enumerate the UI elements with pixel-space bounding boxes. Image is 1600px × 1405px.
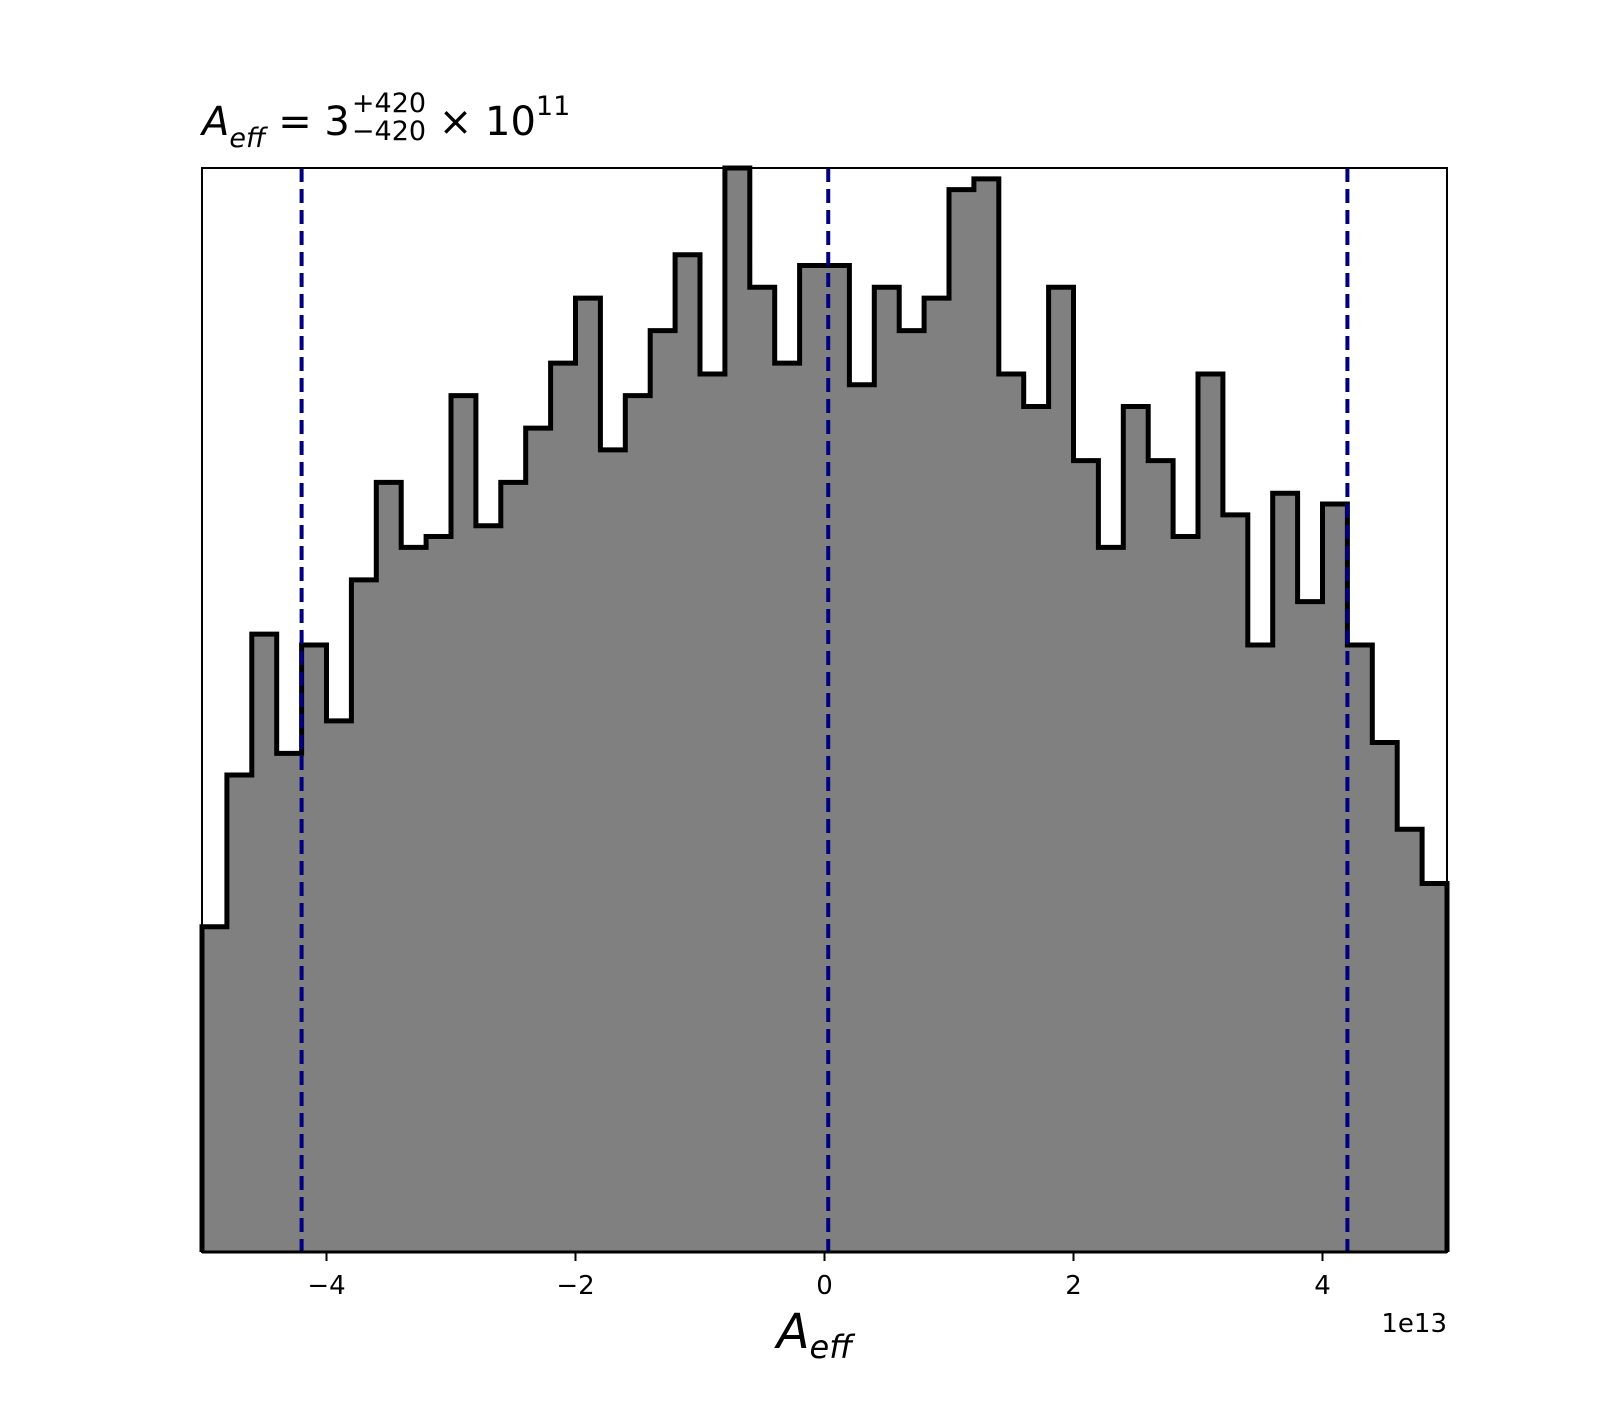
histogram-bar <box>724 168 751 1252</box>
title-symbol-subscript: eff <box>229 123 266 154</box>
title-lower-error: −420 <box>351 116 427 147</box>
histogram-bar <box>1073 460 1099 1252</box>
x-axis-label-sub: eff <box>810 1328 857 1366</box>
histogram-bar <box>1347 644 1373 1252</box>
histogram-bar <box>1272 493 1299 1252</box>
x-tick-label: 2 <box>1065 1271 1082 1301</box>
histogram-bar <box>1148 460 1174 1252</box>
histogram-bar <box>301 644 327 1252</box>
histogram-bar <box>1123 406 1149 1253</box>
histogram-bar <box>251 634 278 1252</box>
x-offset-label: 1e13 <box>1381 1309 1447 1339</box>
histogram-bar <box>998 373 1025 1253</box>
histogram-bar <box>1422 883 1448 1252</box>
histogram-bar <box>1297 601 1323 1252</box>
histogram-outline <box>199 165 1450 1252</box>
title-times: × 10 <box>438 99 536 145</box>
histogram-bar <box>774 363 801 1252</box>
title-upper-error: +420 <box>351 88 427 119</box>
title-power: 11 <box>535 91 571 122</box>
histogram-bar <box>376 482 402 1252</box>
histogram-bar <box>949 189 975 1253</box>
histogram-bar <box>226 775 253 1252</box>
histogram-bar <box>550 363 576 1252</box>
histogram-bar <box>500 482 527 1252</box>
histogram-bar <box>849 384 875 1252</box>
x-axis-label: Aeff <box>774 1304 857 1366</box>
histogram-bar <box>650 330 676 1253</box>
x-ticks: −4 −2 0 2 4 <box>307 1252 1331 1301</box>
histogram-bar <box>1222 514 1249 1252</box>
histogram-bar <box>749 287 776 1252</box>
chart-title: Aeff = 3 +420 −420 × 1011 <box>202 90 570 166</box>
x-tick-label: 0 <box>816 1271 833 1301</box>
title-symbol: A <box>202 99 230 145</box>
histogram-bar <box>1322 504 1348 1252</box>
histogram-bar <box>1247 644 1274 1252</box>
histogram-bar <box>1372 742 1398 1252</box>
histogram-bar <box>924 298 950 1253</box>
histogram-bar <box>874 287 900 1252</box>
histogram-bar <box>973 178 1000 1253</box>
histogram-bar <box>1198 373 1224 1253</box>
x-tick-label: 4 <box>1314 1271 1331 1301</box>
histogram-bar <box>401 547 427 1252</box>
histogram-bar <box>1023 406 1050 1253</box>
histogram-bar <box>899 330 925 1253</box>
plot-marks <box>199 165 1450 1254</box>
histogram-bar <box>1397 829 1423 1252</box>
histogram-bar <box>276 753 303 1252</box>
histogram-bar <box>426 536 452 1252</box>
x-tick-label: −4 <box>307 1271 345 1301</box>
title-equals: = 3 <box>278 99 350 145</box>
histogram-bar <box>675 254 701 1253</box>
histogram-bar <box>1048 287 1074 1252</box>
x-axis-label-main: A <box>774 1304 810 1360</box>
histogram-bar <box>625 395 651 1252</box>
histogram-bar <box>326 720 352 1252</box>
histogram-bar <box>700 373 726 1253</box>
title-errors: +420 −420 <box>352 90 426 146</box>
histogram-bar <box>351 579 377 1252</box>
histogram-bar <box>600 449 626 1253</box>
histogram-bar <box>1098 547 1124 1252</box>
histogram-bar <box>575 298 601 1253</box>
histogram-bar <box>799 265 825 1252</box>
x-tick-label: −2 <box>556 1271 594 1301</box>
histogram-bar <box>451 395 477 1252</box>
histogram-bar <box>1173 536 1199 1252</box>
histogram-bar <box>202 926 228 1252</box>
histogram-bar <box>525 428 552 1252</box>
histogram-bar <box>475 525 502 1252</box>
